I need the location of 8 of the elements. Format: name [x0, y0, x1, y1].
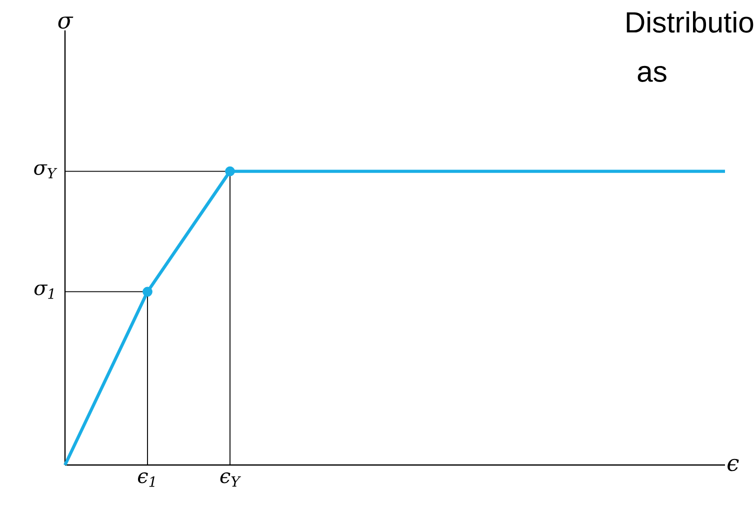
text: Distributio: [626, 11, 754, 33]
text: as: [638, 66, 666, 82]
x-axis-title: ϵ: [728, 458, 739, 472]
x-tick-label: ϵ$_{1}$: [138, 472, 154, 487]
x-tick-label: ϵ$_{Y}$: [220, 472, 241, 487]
text: σ$_{Y}$: [34, 164, 58, 178]
text: σ: [58, 16, 74, 29]
text: σ$_{1}$: [34, 284, 54, 299]
